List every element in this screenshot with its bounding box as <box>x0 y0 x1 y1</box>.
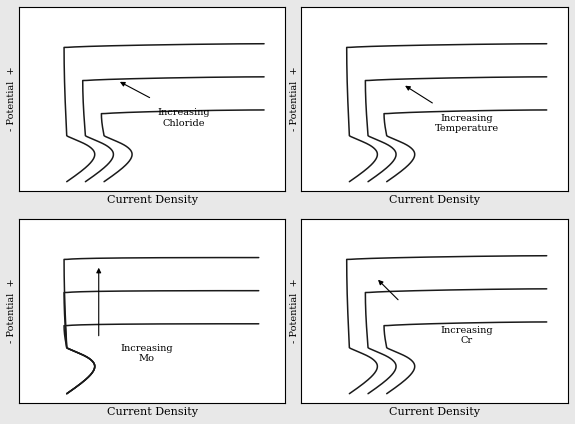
Y-axis label: - Potential  +: - Potential + <box>290 67 298 131</box>
X-axis label: Current Density: Current Density <box>106 407 198 417</box>
Text: Increasing
Mo: Increasing Mo <box>120 344 173 363</box>
X-axis label: Current Density: Current Density <box>106 195 198 205</box>
X-axis label: Current Density: Current Density <box>389 407 480 417</box>
Text: Increasing
Temperature: Increasing Temperature <box>435 114 499 133</box>
Y-axis label: - Potential  +: - Potential + <box>290 279 298 343</box>
Y-axis label: - Potential  +: - Potential + <box>7 67 16 131</box>
X-axis label: Current Density: Current Density <box>389 195 480 205</box>
Y-axis label: - Potential  +: - Potential + <box>7 279 16 343</box>
Text: Increasing
Cr: Increasing Cr <box>440 326 493 345</box>
Text: Increasing
Chloride: Increasing Chloride <box>158 108 210 128</box>
